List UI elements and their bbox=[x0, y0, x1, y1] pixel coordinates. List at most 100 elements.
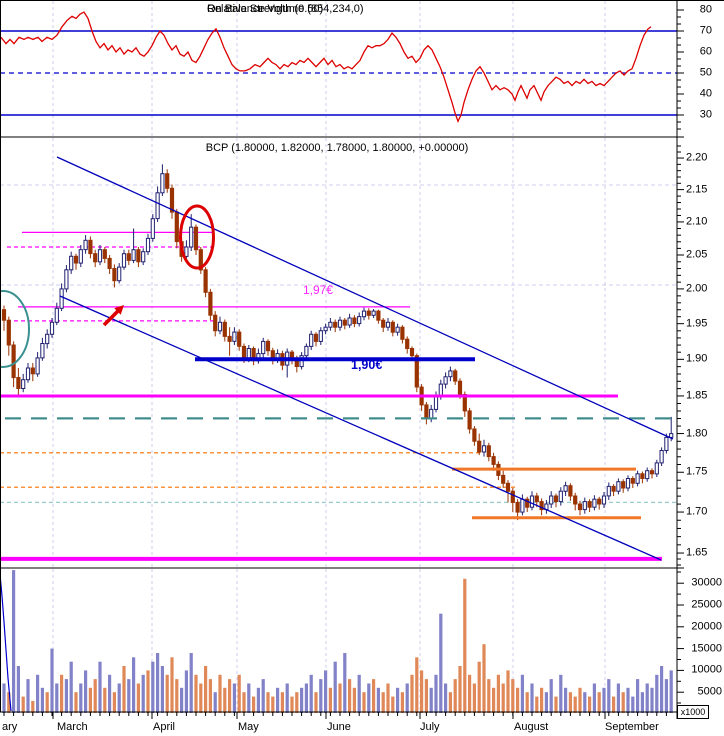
volume-bar bbox=[669, 670, 673, 713]
candle-body bbox=[366, 310, 371, 316]
volume-bar bbox=[381, 692, 385, 713]
candle-body bbox=[635, 473, 640, 484]
volume-bar bbox=[79, 683, 83, 713]
rsi-axis-label: 30 bbox=[699, 108, 712, 121]
volume-bar bbox=[549, 679, 553, 713]
volume-bar bbox=[463, 578, 467, 713]
candle-body bbox=[582, 501, 587, 511]
volume-curve bbox=[0, 573, 12, 712]
volume-bar bbox=[314, 692, 318, 713]
month-label-september: September bbox=[605, 721, 659, 733]
volume-bar bbox=[458, 666, 462, 713]
red-ellipse bbox=[179, 204, 215, 270]
volume-bar bbox=[242, 692, 246, 713]
volume-bar bbox=[429, 687, 433, 713]
candle-body bbox=[477, 440, 482, 453]
candle-body bbox=[433, 395, 439, 410]
volume-bar bbox=[31, 700, 35, 713]
volume-bar bbox=[482, 644, 486, 713]
volume-bar bbox=[45, 692, 49, 713]
volume-bar bbox=[516, 687, 520, 713]
price-annotation-190: 1,90€ bbox=[351, 358, 383, 372]
month-label-august: August bbox=[514, 721, 549, 733]
volume-bar bbox=[496, 674, 500, 713]
volume-bar bbox=[520, 674, 524, 713]
volume-bar bbox=[223, 687, 227, 713]
volume-bar bbox=[362, 692, 366, 713]
candle-body bbox=[645, 470, 650, 480]
rsi-axis-label: 50 bbox=[699, 66, 712, 79]
volume-bar bbox=[60, 674, 64, 713]
volume-bar bbox=[151, 661, 155, 713]
volume-bar bbox=[626, 687, 630, 713]
red-arrow-icon bbox=[102, 305, 124, 327]
price-axis-label: 1.75 bbox=[686, 465, 708, 478]
volume-bar bbox=[357, 674, 361, 713]
candle-body bbox=[669, 433, 674, 438]
volume-bar bbox=[640, 692, 644, 713]
candle-body bbox=[141, 251, 146, 263]
candle-body bbox=[438, 383, 443, 397]
volume-bar bbox=[50, 648, 54, 713]
volume-bar bbox=[573, 696, 577, 713]
candle-body bbox=[371, 310, 376, 316]
candle-body bbox=[443, 376, 448, 385]
volume-bar bbox=[434, 674, 438, 713]
candle-body bbox=[453, 370, 458, 382]
volume-bar bbox=[568, 692, 572, 713]
candle-body bbox=[304, 345, 309, 357]
candle-body bbox=[553, 495, 559, 503]
price-axis-label: 1.70 bbox=[686, 505, 708, 518]
volume-bar bbox=[112, 692, 116, 713]
candle-body bbox=[549, 495, 554, 505]
candle-body bbox=[376, 310, 381, 321]
candle-body bbox=[117, 266, 122, 282]
volume-axis-label: 15000 bbox=[691, 642, 722, 655]
candle-body bbox=[606, 485, 611, 497]
volume-bar bbox=[165, 674, 169, 713]
candle-body bbox=[357, 316, 362, 325]
trendline-2 bbox=[59, 295, 662, 561]
volume-bar bbox=[93, 679, 97, 713]
candle-body bbox=[525, 498, 530, 508]
volume-bar bbox=[405, 683, 409, 713]
volume-bar bbox=[285, 683, 289, 713]
volume-bar bbox=[597, 692, 601, 713]
candle-body bbox=[97, 249, 103, 263]
month-label-march: March bbox=[57, 721, 88, 733]
volume-bar bbox=[328, 687, 332, 713]
volume-bar bbox=[117, 683, 121, 713]
candle-body bbox=[59, 288, 64, 309]
candle-body bbox=[328, 321, 333, 328]
indicator-title-overlay-1: On Balance Volume (854,234,0) bbox=[207, 3, 364, 15]
price-axis-label: 1.95 bbox=[686, 317, 708, 330]
candle-body bbox=[21, 379, 26, 390]
price-annotation-197: 1,97€ bbox=[303, 283, 334, 297]
volume-bar bbox=[12, 570, 16, 713]
candle-body bbox=[347, 317, 352, 326]
candle-body bbox=[601, 495, 607, 505]
volume-bar bbox=[386, 683, 390, 713]
candle-body bbox=[169, 187, 175, 213]
volume-bar bbox=[98, 661, 102, 713]
volume-bar bbox=[333, 661, 337, 713]
volume-bar bbox=[324, 670, 328, 713]
price-panel-title: BCP (1.80000, 1.82000, 1.78000, 1.80000,… bbox=[205, 142, 469, 154]
candle-body bbox=[515, 501, 520, 513]
volume-bar bbox=[170, 657, 174, 713]
volume-bar bbox=[64, 679, 68, 713]
volume-bar bbox=[16, 666, 20, 713]
candle-body bbox=[313, 333, 319, 342]
volume-bar bbox=[444, 683, 448, 713]
volume-bar bbox=[391, 696, 395, 713]
volume-bar bbox=[194, 674, 198, 713]
volume-bar bbox=[208, 679, 212, 713]
volume-bar bbox=[218, 674, 222, 713]
volume-bar bbox=[352, 687, 356, 713]
volume-axis-label: 10000 bbox=[691, 663, 722, 676]
volume-bar bbox=[266, 692, 270, 713]
candle-body bbox=[35, 357, 40, 375]
volume-bar bbox=[280, 692, 284, 713]
volume-bar bbox=[540, 687, 544, 713]
